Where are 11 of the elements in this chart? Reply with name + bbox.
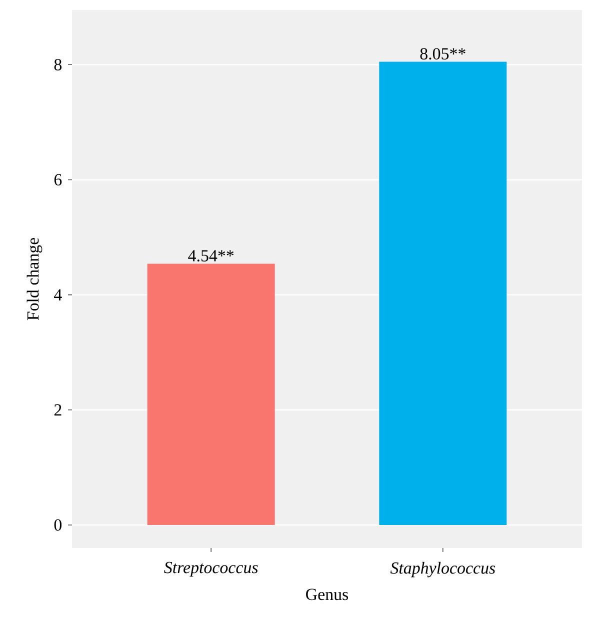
y-tick-label: 6 xyxy=(54,174,62,186)
data-label: 8.05** xyxy=(420,48,466,60)
y-tick-label: 0 xyxy=(54,519,62,531)
x-axis-title: Genus xyxy=(306,588,348,600)
data-label: 4.54** xyxy=(188,250,234,262)
x-tick-label: Streptococcus xyxy=(164,562,258,577)
y-tick-label: 8 xyxy=(54,58,62,70)
y-axis-title: Fold change xyxy=(26,238,42,320)
x-tick-label: Staphylococcus xyxy=(390,562,496,578)
y-tick-label: 2 xyxy=(54,404,62,416)
y-tick-label: 4 xyxy=(54,289,62,300)
